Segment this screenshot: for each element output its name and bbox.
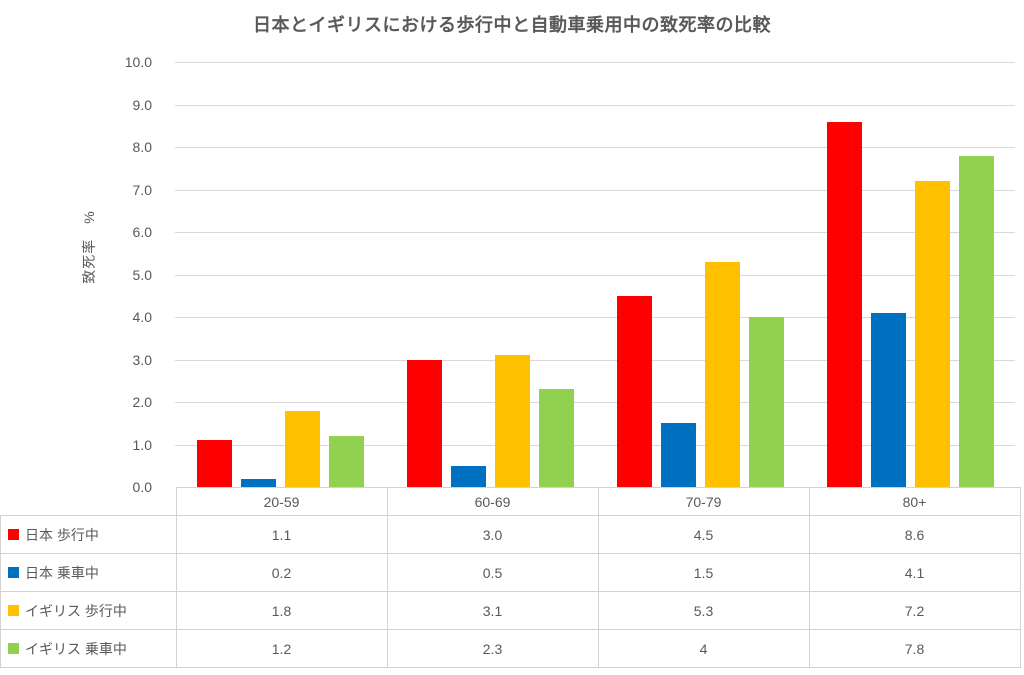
- bar-イギリス 乗車中-80+: [958, 155, 994, 487]
- bar-group-20-59: [175, 62, 385, 487]
- value-cell-日本 歩行中-20-59: 1.1: [175, 515, 388, 554]
- value-cell-日本 乗車中-70-79: 1.5: [597, 553, 810, 592]
- bar-group-80+: [805, 62, 1015, 487]
- gridline: [175, 104, 1015, 106]
- y-tick-label: 9.0: [132, 96, 152, 113]
- table-corner-cell: [1, 488, 177, 516]
- category-header-70-79: 70-79: [597, 487, 810, 516]
- value-cell-イギリス 歩行中-80+: 7.2: [808, 591, 1021, 630]
- y-tick-label: 7.0: [132, 181, 152, 198]
- gridline: [175, 274, 1015, 276]
- bar-イギリス 歩行中-60-69: [494, 355, 530, 487]
- value-cell-イギリス 歩行中-20-59: 1.8: [175, 591, 388, 630]
- y-tick-label: 6.0: [132, 224, 152, 240]
- series-name: 日本 乗車中: [25, 564, 99, 581]
- bar-日本 乗車中-70-79: [660, 423, 696, 487]
- legend-swatch-icon: [8, 529, 19, 540]
- y-tick-label: 8.0: [132, 139, 152, 155]
- bar-日本 歩行中-20-59: [196, 440, 232, 487]
- bar-日本 乗車中-60-69: [450, 465, 486, 487]
- y-tick-label: 1.0: [132, 436, 152, 453]
- bar-イギリス 歩行中-20-59: [284, 410, 320, 487]
- legend-key-日本 乗車中: 日本 乗車中: [0, 553, 177, 592]
- series-name: イギリス 歩行中: [25, 602, 127, 619]
- value-cell-イギリス 乗車中-70-79: 4: [597, 629, 810, 668]
- value-cell-イギリス 乗車中-20-59: 1.2: [175, 629, 388, 668]
- gridline: [175, 317, 1015, 318]
- legend-swatch-icon: [8, 643, 19, 654]
- bar-日本 歩行中-70-79: [616, 295, 652, 487]
- y-tick-label: 5.0: [132, 266, 152, 283]
- gridline: [175, 402, 1015, 403]
- bar-group-60-69: [385, 62, 595, 487]
- legend-swatch-icon: [8, 605, 19, 616]
- value-cell-イギリス 歩行中-70-79: 5.3: [597, 591, 810, 630]
- legend-key-日本 歩行中: 日本 歩行中: [0, 515, 177, 554]
- value-cell-イギリス 歩行中-60-69: 3.1: [386, 591, 599, 630]
- legend-swatch-icon: [8, 567, 19, 578]
- value-cell-日本 乗車中-80+: 4.1: [808, 553, 1021, 592]
- bar-group-70-79: [595, 62, 805, 487]
- series-name: イギリス 乗車中: [25, 640, 127, 657]
- bar-イギリス 歩行中-70-79: [704, 261, 740, 487]
- value-cell-日本 歩行中-60-69: 3.0: [386, 515, 599, 554]
- bar-イギリス 歩行中-80+: [914, 181, 950, 487]
- y-tick-label: 0.0: [132, 479, 152, 495]
- category-header-60-69: 60-69: [386, 487, 599, 516]
- table-row: イギリス 乗車中 1.2 2.3 4 7.8: [0, 629, 1021, 668]
- chart-title: 日本とイギリスにおける歩行中と自動車乗用中の致死率の比較: [253, 15, 771, 35]
- value-cell-日本 歩行中-70-79: 4.5: [597, 515, 810, 554]
- table-row: 日本 歩行中 1.1 3.0 4.5 8.6: [0, 515, 1021, 554]
- value-cell-イギリス 乗車中-60-69: 2.3: [386, 629, 599, 668]
- gridline: [175, 444, 1015, 446]
- gridline: [175, 359, 1015, 361]
- bar-日本 歩行中-80+: [826, 121, 862, 487]
- bar-イギリス 乗車中-60-69: [538, 389, 574, 487]
- table-row: イギリス 歩行中 1.8 3.1 5.3 7.2: [0, 591, 1021, 630]
- gridline: [175, 62, 1015, 63]
- gridline: [175, 147, 1015, 148]
- bar-イギリス 乗車中-20-59: [328, 436, 364, 487]
- y-tick-label: 10.0: [124, 54, 152, 70]
- bar-イギリス 乗車中-70-79: [748, 317, 784, 487]
- category-header-80+: 80+: [808, 487, 1021, 516]
- gridline: [175, 232, 1015, 233]
- value-cell-イギリス 乗車中-80+: 7.8: [808, 629, 1021, 668]
- y-tick-label: 2.0: [132, 394, 152, 410]
- category-header-20-59: 20-59: [175, 487, 388, 516]
- plot-area: [175, 62, 1015, 487]
- value-cell-日本 乗車中-20-59: 0.2: [175, 553, 388, 592]
- bar-日本 乗車中-20-59: [240, 478, 276, 487]
- bar-日本 歩行中-60-69: [406, 359, 442, 487]
- y-tick-label: 4.0: [132, 309, 152, 325]
- table-row: 日本 乗車中 0.2 0.5 1.5 4.1: [0, 553, 1021, 592]
- value-cell-日本 乗車中-60-69: 0.5: [386, 553, 599, 592]
- legend-key-イギリス 歩行中: イギリス 歩行中: [0, 591, 177, 630]
- series-name: 日本 歩行中: [25, 526, 99, 543]
- y-tick-label: 3.0: [132, 351, 152, 368]
- value-cell-日本 歩行中-80+: 8.6: [808, 515, 1021, 554]
- legend-key-イギリス 乗車中: イギリス 乗車中: [0, 629, 177, 668]
- data-table-with-legend: 20-59 60-69 70-79 80+ 日本 歩行中 1.1 3.0 4.5 8.6 日本 乗…: [0, 487, 1021, 668]
- gridline: [175, 189, 1015, 191]
- bar-日本 乗車中-80+: [870, 312, 906, 487]
